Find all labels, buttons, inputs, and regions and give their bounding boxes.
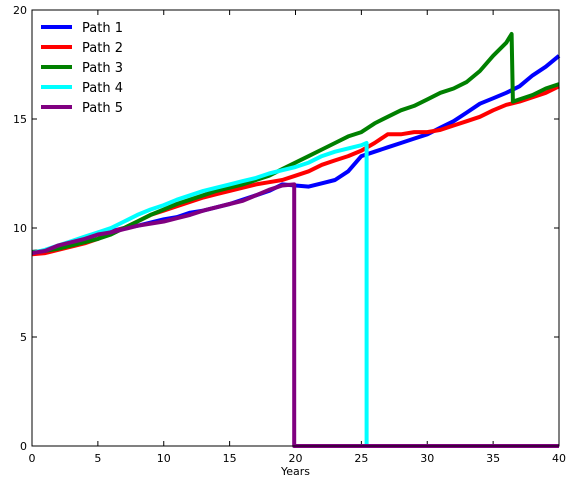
y-tick-label: 20 bbox=[13, 4, 27, 17]
plot-frame bbox=[31, 9, 560, 447]
axis-ticks: 0 5 10 15 20 25 30 35 40 0 5 10 15 20 bbox=[13, 4, 566, 465]
x-tick-label: 20 bbox=[289, 452, 303, 465]
series-lines bbox=[31, 32, 561, 448]
legend-label-5: Path 5 bbox=[82, 101, 123, 116]
legend: Path 1 Path 2 Path 3 Path 4 Path 5 bbox=[41, 21, 123, 116]
x-tick-label: 35 bbox=[486, 452, 500, 465]
legend-label-1: Path 1 bbox=[82, 21, 123, 36]
legend-label-4: Path 4 bbox=[82, 81, 123, 96]
x-axis-label: Years bbox=[280, 465, 310, 478]
x-tick-label: 5 bbox=[94, 452, 101, 465]
x-tick-label: 25 bbox=[354, 452, 368, 465]
y-tick-label: 10 bbox=[13, 222, 27, 235]
y-tick-label: 0 bbox=[20, 440, 27, 453]
x-tick-label: 15 bbox=[223, 452, 237, 465]
y-tick-label: 15 bbox=[13, 113, 27, 126]
x-tick-label: 10 bbox=[157, 452, 171, 465]
x-tick-label: 0 bbox=[29, 452, 36, 465]
legend-label-2: Path 2 bbox=[82, 41, 123, 56]
x-tick-label: 30 bbox=[420, 452, 434, 465]
series-line-4 bbox=[31, 141, 559, 448]
x-tick-label: 40 bbox=[552, 452, 566, 465]
series-line-5 bbox=[31, 182, 559, 448]
legend-label-3: Path 3 bbox=[82, 61, 123, 76]
y-tick-label: 5 bbox=[20, 331, 27, 344]
